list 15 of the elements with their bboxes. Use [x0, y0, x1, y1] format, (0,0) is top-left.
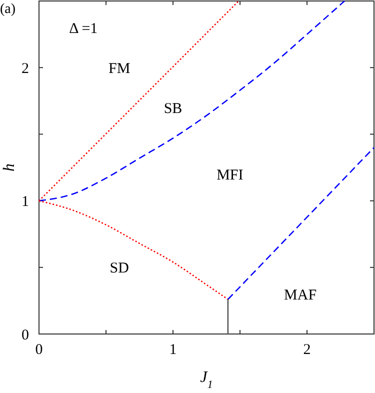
x-tick-label: 1 [169, 342, 177, 358]
annotation: MFI [216, 167, 244, 184]
x-axis-title: J$_{1}$ [200, 369, 213, 391]
annotation: Δ =1 [69, 20, 98, 37]
y-axis-title: h [1, 164, 18, 172]
annotation: FM [108, 60, 130, 77]
annotation: SB [164, 100, 182, 117]
x-tick-label: 0 [35, 342, 43, 358]
y-tick-label: 2 [22, 60, 29, 77]
y-tick-label: 1 [22, 194, 29, 210]
x-tick-label: 2 [303, 342, 311, 358]
annotation: MAF [284, 287, 317, 304]
annotation: SD [110, 260, 130, 277]
text: (a) [0, 2, 16, 17]
y-tick-label: 0 [22, 327, 29, 344]
